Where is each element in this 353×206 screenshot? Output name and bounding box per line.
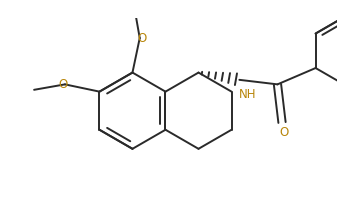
Text: O: O	[59, 78, 68, 90]
Text: O: O	[137, 32, 146, 44]
Text: NH: NH	[239, 88, 256, 101]
Text: O: O	[279, 125, 288, 138]
